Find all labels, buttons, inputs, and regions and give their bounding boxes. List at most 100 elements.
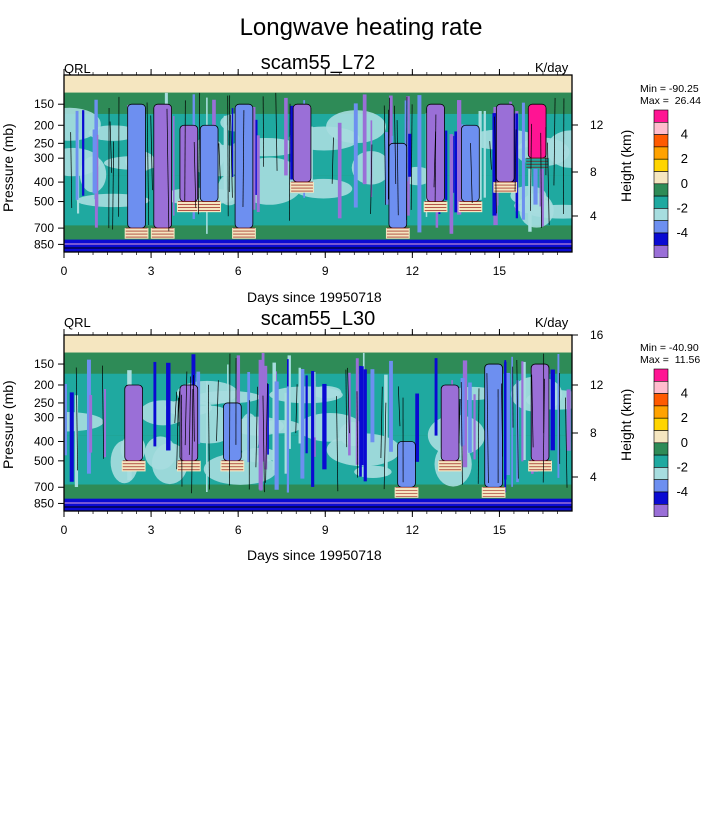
heating-feature xyxy=(495,103,515,183)
contour-line xyxy=(562,98,565,214)
contour-line xyxy=(501,383,504,457)
colorbar-swatch xyxy=(653,220,669,234)
colorbar-swatch xyxy=(653,368,669,382)
convective-streak xyxy=(473,394,476,460)
convective-streak xyxy=(86,359,91,474)
warm-layer xyxy=(394,487,419,498)
contour-line xyxy=(102,365,105,459)
panel2-variable-label: QRL xyxy=(64,315,91,330)
convective-streak xyxy=(521,361,524,462)
y2-tick-label: 12 xyxy=(590,118,604,132)
colorbar-label: 0 xyxy=(681,176,688,191)
y-tick-label: 150 xyxy=(34,97,54,111)
convective-streak xyxy=(521,102,525,220)
contour-line xyxy=(397,386,401,427)
warm-layer xyxy=(176,460,201,472)
heating-feature xyxy=(127,103,146,229)
colorbar-swatch xyxy=(653,134,669,148)
convective-streak xyxy=(266,383,269,455)
warm-layer xyxy=(481,487,506,498)
warm-layer xyxy=(423,201,448,213)
contour-line xyxy=(356,391,359,478)
contour-line xyxy=(255,386,258,468)
heating-feature xyxy=(292,103,312,183)
convective-streak xyxy=(254,119,258,195)
stratosphere-band xyxy=(64,75,572,93)
heating-feature xyxy=(179,384,199,462)
convective-streak xyxy=(521,361,526,461)
convective-streak xyxy=(454,131,458,213)
contour-line xyxy=(75,367,78,471)
contour-line xyxy=(191,388,194,494)
x-tick-label: 15 xyxy=(493,523,507,537)
convective-streak xyxy=(322,383,327,470)
panel2-units-label: K/day xyxy=(535,315,569,330)
contour-line xyxy=(433,131,436,188)
convective-streak xyxy=(259,393,263,491)
y-tick-label: 200 xyxy=(34,118,54,132)
contour-line xyxy=(434,114,437,203)
panel1-min-label: Min = -90.25 xyxy=(640,83,699,95)
contour-line xyxy=(470,143,473,203)
convective-streak xyxy=(337,122,342,219)
contour-line xyxy=(112,141,114,230)
convective-streak xyxy=(407,133,412,177)
contour-line xyxy=(542,378,545,483)
convective-streak xyxy=(492,113,497,216)
warm-layer xyxy=(528,460,552,472)
convective-streak xyxy=(404,100,409,182)
convective-streak xyxy=(483,110,486,198)
convective-streak xyxy=(353,103,358,208)
contour-line xyxy=(410,104,413,210)
colorbar-swatch xyxy=(653,183,669,197)
convective-streak xyxy=(557,354,560,478)
x-tick-label: 3 xyxy=(148,264,155,278)
convective-streak xyxy=(360,366,364,466)
upper-band xyxy=(64,92,572,114)
contour-line xyxy=(150,115,153,191)
convective-streak xyxy=(434,358,438,436)
panel1-title: scam55_L72 xyxy=(260,52,376,74)
convective-streak xyxy=(511,356,513,487)
convective-streak xyxy=(362,94,367,185)
x-tick-label: 12 xyxy=(406,523,420,537)
panel1-units-label: K/day xyxy=(535,60,569,75)
y2-tick-label: 12 xyxy=(590,378,604,392)
y-tick-label: 500 xyxy=(34,195,54,209)
y-tick-label: 700 xyxy=(34,480,54,494)
contour-line xyxy=(193,375,195,442)
surface-band xyxy=(64,239,572,252)
contour-line xyxy=(262,395,265,493)
colorbar-swatch xyxy=(653,503,669,517)
y2-tick-label: 16 xyxy=(590,328,604,342)
warm-layer xyxy=(124,228,149,239)
y-tick-label: 400 xyxy=(34,434,54,448)
convective-streak xyxy=(74,395,79,488)
contour-line xyxy=(458,399,461,444)
colorbar-swatch xyxy=(653,380,669,394)
convective-streak xyxy=(462,360,468,468)
y-tick-label: 850 xyxy=(34,496,54,510)
warm-layer xyxy=(438,460,462,472)
heating-feature xyxy=(440,384,460,462)
convective-streak xyxy=(223,125,228,174)
convective-streak xyxy=(550,369,555,451)
convective-streak xyxy=(456,100,462,215)
colorbar-swatch xyxy=(653,430,669,444)
contour-line xyxy=(347,367,350,434)
contour-line xyxy=(345,369,348,448)
colorbar-label: -4 xyxy=(676,484,688,499)
colorbar-swatch xyxy=(653,454,669,468)
convective-streak xyxy=(252,107,256,210)
contour-line xyxy=(540,132,542,228)
convective-streak xyxy=(89,395,93,453)
y-tick-label: 850 xyxy=(34,237,54,251)
convective-streak xyxy=(64,383,68,456)
heating-feature xyxy=(530,363,550,462)
contour-line xyxy=(275,92,278,171)
colorbar-label: -2 xyxy=(676,459,688,474)
colorbar-swatch xyxy=(653,122,669,135)
x-tick-label: 15 xyxy=(493,264,507,278)
